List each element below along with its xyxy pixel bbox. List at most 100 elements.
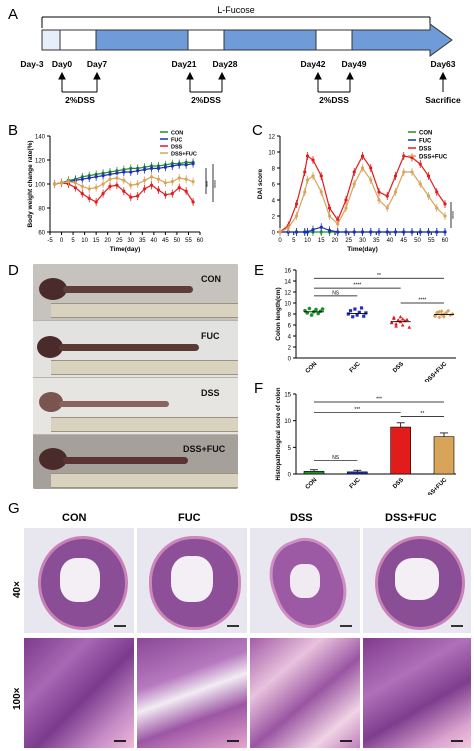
ruler xyxy=(51,303,238,318)
histology-image-fuc-100x xyxy=(137,638,247,748)
y-tick-label: 10 xyxy=(284,302,291,308)
data-point xyxy=(307,306,312,311)
significance-label: ** xyxy=(377,273,381,279)
data-point xyxy=(352,230,356,234)
data-point xyxy=(101,174,105,178)
data-point xyxy=(402,230,406,234)
legend-label: CON xyxy=(419,131,432,137)
data-point xyxy=(87,176,91,180)
timeline-diagram: L-Fucose Day-3 Day0 Day7 Day21 Day28 Day… xyxy=(20,5,461,105)
x-tick-label: 20 xyxy=(104,238,111,244)
data-point xyxy=(392,315,396,319)
data-point xyxy=(163,165,167,169)
x-tick-label: -5 xyxy=(47,238,53,244)
data-point xyxy=(327,228,332,232)
data-point xyxy=(108,172,112,176)
data-point xyxy=(184,189,188,193)
significance-label: *** xyxy=(206,181,212,187)
data-point xyxy=(446,308,451,313)
significance-label: ** xyxy=(420,411,424,417)
series-line-dss-fuc xyxy=(279,166,446,233)
y-tick-label: 4 xyxy=(288,335,292,341)
data-point xyxy=(156,166,161,170)
ruler xyxy=(51,360,238,375)
data-point xyxy=(443,202,447,206)
x-tick-label: 25 xyxy=(345,238,352,244)
y-tick-label: 10 xyxy=(284,419,291,425)
data-point xyxy=(122,189,126,193)
data-point xyxy=(360,166,365,170)
x-tick-label: CON xyxy=(305,477,319,491)
data-point xyxy=(444,311,448,316)
ruler xyxy=(51,417,238,432)
x-tick-label: DSS+FUC xyxy=(424,361,449,382)
y-axis-label: Histopathological score of colon xyxy=(276,387,282,480)
y-tick-label: 2 xyxy=(288,346,292,352)
histo-column-label: DSS xyxy=(290,512,313,524)
data-point xyxy=(94,200,98,204)
significance-label: **** xyxy=(214,180,220,188)
x-tick-label: 25 xyxy=(116,238,123,244)
x-tick-label: 40 xyxy=(151,238,158,244)
x-tick-label: 55 xyxy=(428,238,435,244)
dss-label: 2%DSS xyxy=(191,95,221,105)
legend-label: DSS+FUC xyxy=(419,155,448,161)
y-tick-label: 16 xyxy=(284,269,291,275)
data-point xyxy=(143,187,147,191)
data-point xyxy=(398,314,403,319)
data-point xyxy=(311,228,315,232)
colon-length-chart: 0 2 4 6 8 10 12 14 16 Colon length(cm) CON FUC DSS DS… xyxy=(275,269,456,382)
data-point xyxy=(443,230,447,234)
data-point xyxy=(191,200,195,204)
colon-tissue xyxy=(39,392,63,412)
colon-photo: CON FUC DSS DSS+FUC xyxy=(33,264,238,489)
y-tick-label: 14 xyxy=(284,280,291,286)
data-point xyxy=(73,186,77,190)
data-point xyxy=(364,311,368,315)
x-tick-label: 50 xyxy=(174,238,181,244)
histo-column-label: DSS+FUC xyxy=(385,512,437,524)
legend-label: DSS xyxy=(171,145,183,151)
panel-label-a: A xyxy=(8,6,19,23)
y-tick-label: 80 xyxy=(38,207,45,213)
legend-label: CON xyxy=(171,131,183,137)
y-tick-label: 120 xyxy=(35,159,46,165)
data-point xyxy=(87,196,91,200)
data-point xyxy=(94,175,98,179)
data-point xyxy=(385,206,389,210)
data-point xyxy=(360,154,365,158)
data-point xyxy=(278,230,282,234)
data-point xyxy=(344,198,348,202)
data-point xyxy=(410,230,414,234)
colon-tissue xyxy=(59,401,169,407)
data-point xyxy=(303,170,307,174)
x-tick-label: 40 xyxy=(387,238,394,244)
x-tick-label: 15 xyxy=(93,238,100,244)
data-point xyxy=(407,325,412,329)
data-point xyxy=(359,306,364,310)
y-axis-label: Colon length(cm) xyxy=(275,287,282,340)
dss-block-2 xyxy=(187,29,225,51)
data-point xyxy=(439,309,444,314)
x-tick-label: 15 xyxy=(318,238,325,244)
significance-label: *** xyxy=(376,397,382,403)
x-tick-label: 55 xyxy=(185,238,192,244)
y-tick-label: 10 xyxy=(268,151,275,157)
panel-label-b: B xyxy=(8,122,19,139)
data-point xyxy=(294,202,299,206)
data-point xyxy=(319,225,323,229)
y-tick-label: 4 xyxy=(272,199,276,205)
y-tick-label: 6 xyxy=(288,324,292,330)
data-point xyxy=(402,154,406,158)
treatment-label: L-Fucose xyxy=(217,5,255,15)
series-line-dss xyxy=(279,154,446,233)
x-tick-label: 45 xyxy=(162,238,169,244)
histo-column-label: FUC xyxy=(178,512,201,524)
y-tick-label: 6 xyxy=(272,183,276,189)
y-tick-label: 0 xyxy=(288,357,292,363)
data-point xyxy=(108,184,112,188)
data-point xyxy=(191,162,195,166)
significance-label: NS xyxy=(332,455,340,461)
data-point xyxy=(369,178,373,182)
y-axis-label: Body weight change rate(%) xyxy=(27,140,34,227)
